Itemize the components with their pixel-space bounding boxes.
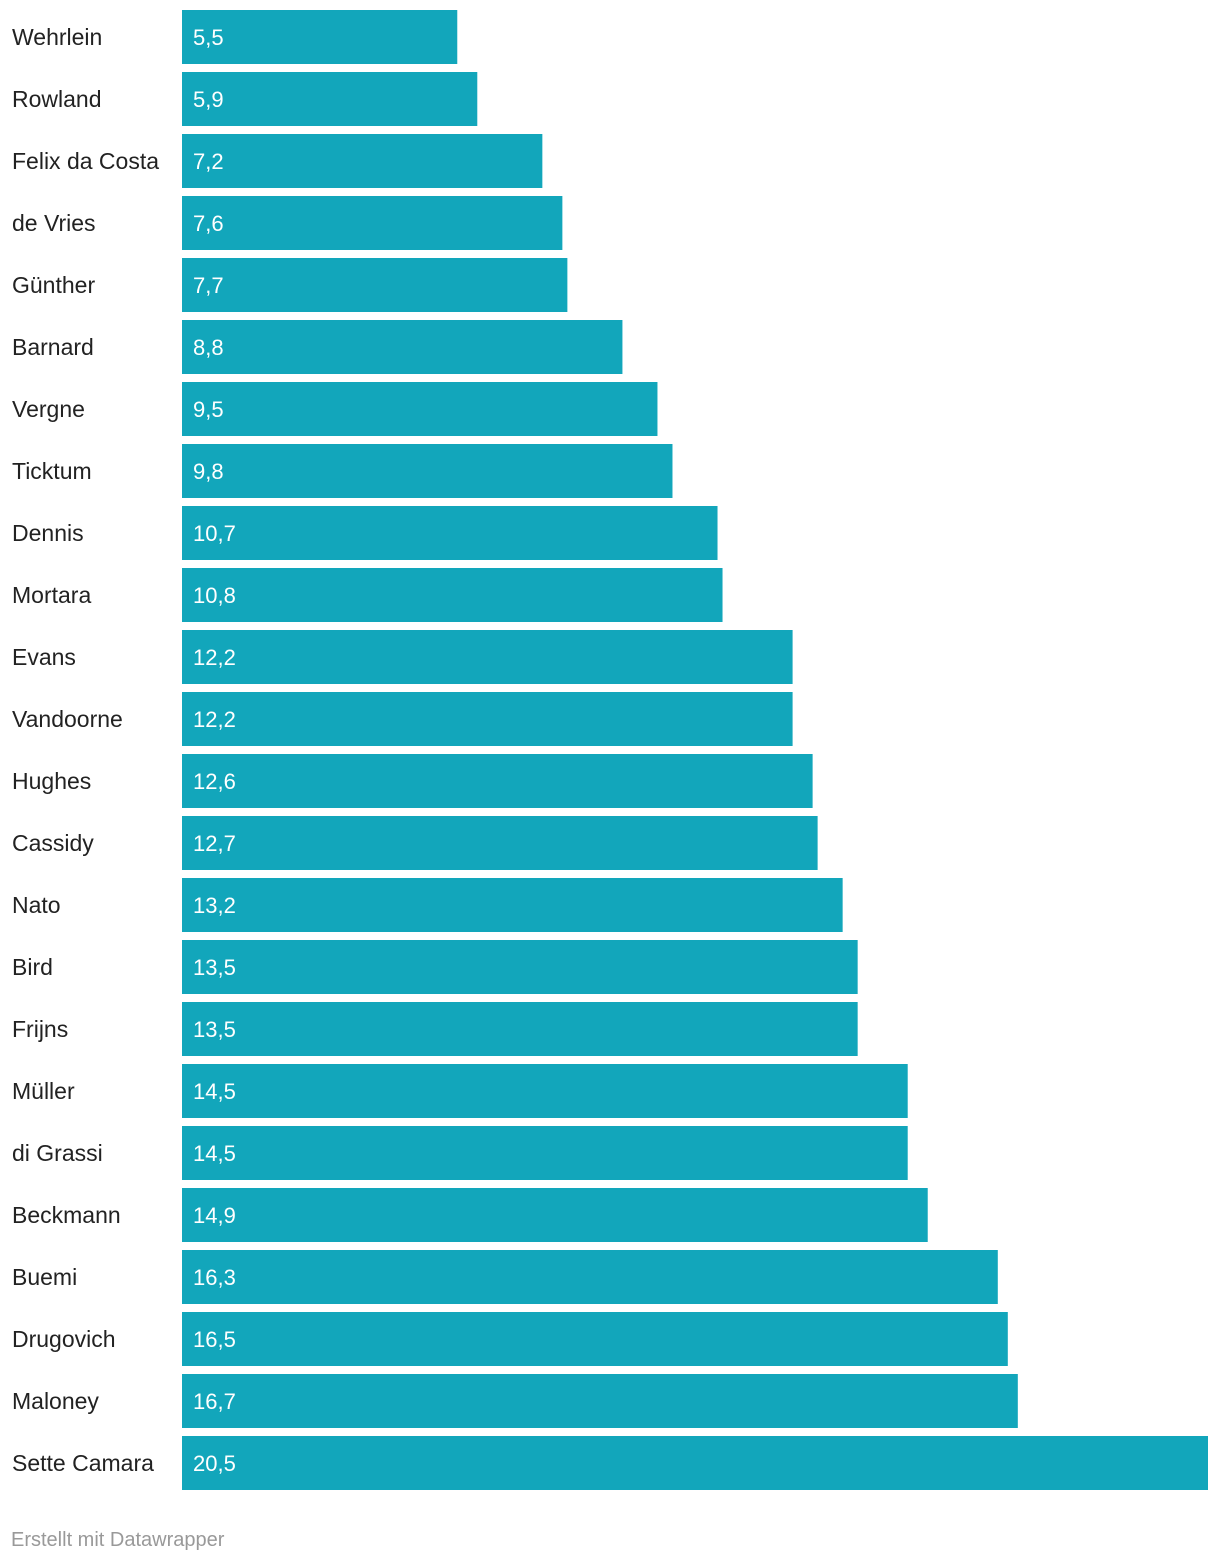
value-label: 12,2 xyxy=(193,645,236,670)
bar xyxy=(182,568,723,622)
category-label: Hughes xyxy=(12,768,91,794)
bar xyxy=(182,1250,998,1304)
bar xyxy=(182,444,673,498)
bar-row: Ticktum 9,8 xyxy=(12,444,673,498)
bar xyxy=(182,382,658,436)
value-label: 16,5 xyxy=(193,1327,236,1352)
category-label: Vandoorne xyxy=(12,706,123,732)
bar xyxy=(182,10,458,64)
bar-row: Dennis 10,7 xyxy=(12,506,718,560)
category-label: Sette Camara xyxy=(12,1450,154,1476)
bar xyxy=(182,754,813,808)
bar-row: Sette Camara 20,5 xyxy=(12,1436,1208,1490)
value-label: 14,5 xyxy=(193,1141,236,1166)
category-label: Günther xyxy=(12,272,95,298)
value-label: 14,9 xyxy=(193,1203,236,1228)
value-label: 16,7 xyxy=(193,1389,236,1414)
bar xyxy=(182,258,568,312)
category-label: Drugovich xyxy=(12,1326,116,1352)
bar xyxy=(182,320,623,374)
category-label: Dennis xyxy=(12,520,84,546)
bar xyxy=(182,1312,1008,1366)
value-label: 9,5 xyxy=(193,397,224,422)
value-label: 5,9 xyxy=(193,87,224,112)
bar xyxy=(182,1374,1018,1428)
category-label: Beckmann xyxy=(12,1202,121,1228)
bar-chart: Wehrlein 5,5 Rowland 5,9 Felix da Costa 7,2 de… xyxy=(12,10,1208,1490)
category-label: Cassidy xyxy=(12,830,94,856)
category-label: Frijns xyxy=(12,1016,68,1042)
value-label: 10,8 xyxy=(193,583,236,608)
bar xyxy=(182,1126,908,1180)
bar xyxy=(182,134,543,188)
category-label: Vergne xyxy=(12,396,85,422)
value-label: 14,5 xyxy=(193,1079,236,1104)
value-label: 12,6 xyxy=(193,769,236,794)
value-label: 20,5 xyxy=(193,1451,236,1476)
value-label: 16,3 xyxy=(193,1265,236,1290)
bar-row: Drugovich 16,5 xyxy=(12,1312,1008,1366)
category-label: Nato xyxy=(12,892,61,918)
bar-row: Barnard 8,8 xyxy=(12,320,623,374)
value-label: 5,5 xyxy=(193,25,224,50)
bar xyxy=(182,692,793,746)
category-label: Müller xyxy=(12,1078,75,1104)
value-label: 13,5 xyxy=(193,1017,236,1042)
bar xyxy=(182,1064,908,1118)
bar xyxy=(182,72,478,126)
value-label: 13,2 xyxy=(193,893,236,918)
bar-row: Vandoorne 12,2 xyxy=(12,692,793,746)
bar xyxy=(182,630,793,684)
bar-row: Nato 13,2 xyxy=(12,878,843,932)
datawrapper-credit: Erstellt mit Datawrapper xyxy=(11,1529,225,1551)
value-label: 7,6 xyxy=(193,211,224,236)
category-label: Maloney xyxy=(12,1388,99,1414)
category-label: Rowland xyxy=(12,86,102,112)
bar-row: Wehrlein 5,5 xyxy=(12,10,458,64)
value-label: 13,5 xyxy=(193,955,236,980)
bar-row: Müller 14,5 xyxy=(12,1064,908,1118)
category-label: Mortara xyxy=(12,582,91,608)
category-label: Wehrlein xyxy=(12,24,102,50)
bar-row: Maloney 16,7 xyxy=(12,1374,1018,1428)
category-label: Bird xyxy=(12,954,53,980)
bar xyxy=(182,878,843,932)
bar-row: Buemi 16,3 xyxy=(12,1250,998,1304)
bar-row: Felix da Costa 7,2 xyxy=(12,134,543,188)
bar-row: de Vries 7,6 xyxy=(12,196,563,250)
bar xyxy=(182,506,718,560)
bar-row: Vergne 9,5 xyxy=(12,382,658,436)
bar xyxy=(182,1188,928,1242)
value-label: 12,2 xyxy=(193,707,236,732)
bar xyxy=(182,1436,1208,1490)
value-label: 10,7 xyxy=(193,521,236,546)
bar xyxy=(182,1002,858,1056)
value-label: 7,7 xyxy=(193,273,224,298)
bar-row: Evans 12,2 xyxy=(12,630,793,684)
bar-row: Beckmann 14,9 xyxy=(12,1188,928,1242)
category-label: Ticktum xyxy=(12,458,92,484)
bar-row: Hughes 12,6 xyxy=(12,754,813,808)
value-label: 7,2 xyxy=(193,149,224,174)
value-label: 8,8 xyxy=(193,335,224,360)
bar-row: di Grassi 14,5 xyxy=(12,1126,908,1180)
category-label: Evans xyxy=(12,644,76,670)
bar xyxy=(182,196,563,250)
bar-row: Frijns 13,5 xyxy=(12,1002,858,1056)
bar xyxy=(182,940,858,994)
value-label: 12,7 xyxy=(193,831,236,856)
category-label: Barnard xyxy=(12,334,94,360)
bar-row: Günther 7,7 xyxy=(12,258,568,312)
category-label: Felix da Costa xyxy=(12,148,159,174)
bar xyxy=(182,816,818,870)
bar-row: Cassidy 12,7 xyxy=(12,816,818,870)
category-label: de Vries xyxy=(12,210,96,236)
value-label: 9,8 xyxy=(193,459,224,484)
category-label: Buemi xyxy=(12,1264,77,1290)
bar-row: Mortara 10,8 xyxy=(12,568,723,622)
bar-row: Rowland 5,9 xyxy=(12,72,478,126)
bar-row: Bird 13,5 xyxy=(12,940,858,994)
category-label: di Grassi xyxy=(12,1140,103,1166)
